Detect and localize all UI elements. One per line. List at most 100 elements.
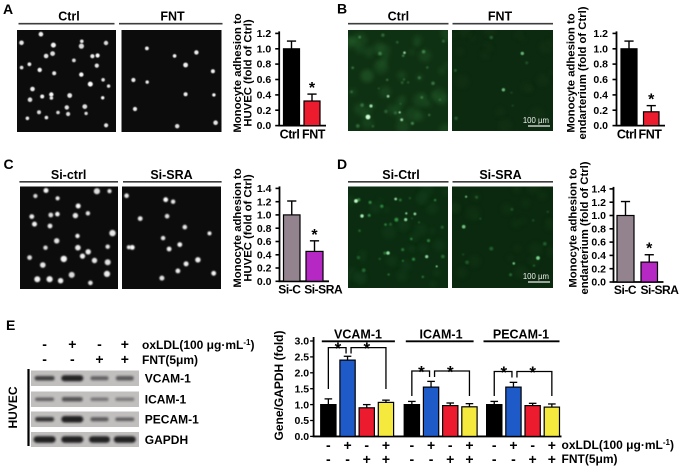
svg-text:E: E [6, 317, 15, 333]
svg-text:-: - [530, 437, 535, 453]
svg-text:+: + [509, 437, 517, 453]
svg-text:0.0: 0.0 [591, 277, 606, 289]
svg-text:FNT: FNT [302, 128, 326, 142]
svg-text:*: * [311, 227, 318, 244]
svg-text:+: + [95, 351, 103, 367]
svg-text:-: - [326, 451, 331, 467]
svg-text:100 µm: 100 µm [523, 116, 549, 125]
svg-text:1.2: 1.2 [257, 28, 272, 40]
svg-text:C: C [4, 156, 14, 172]
svg-text:0.0: 0.0 [294, 431, 309, 443]
svg-text:oxLDL(100 μg·mL-1): oxLDL(100 μg·mL-1) [562, 438, 674, 452]
svg-text:1.5: 1.5 [294, 383, 309, 395]
svg-text:Si-SRA: Si-SRA [304, 283, 343, 297]
svg-text:VCAM-1: VCAM-1 [145, 372, 191, 386]
svg-text:Si-Ctrl: Si-Ctrl [382, 168, 420, 182]
svg-text:-: - [448, 437, 453, 453]
svg-text:Monocyte adhesion to: Monocyte adhesion to [568, 168, 580, 287]
svg-text:VCAM-1: VCAM-1 [334, 327, 382, 341]
svg-text:FNT(5μm): FNT(5μm) [562, 452, 618, 466]
svg-text:1.0: 1.0 [294, 399, 309, 411]
svg-text:+: + [382, 437, 390, 453]
svg-text:Ctrl: Ctrl [58, 10, 80, 24]
svg-text:HUVEC: HUVEC [6, 386, 20, 428]
svg-text:-: - [97, 336, 102, 352]
svg-text:Ctrl: Ctrl [388, 10, 410, 24]
svg-text:FNT: FNT [488, 10, 513, 24]
svg-text:A: A [3, 1, 13, 17]
svg-text:+: + [465, 437, 473, 453]
svg-text:Si-SRA: Si-SRA [479, 168, 521, 182]
svg-text:-: - [364, 437, 369, 453]
svg-text:+: + [382, 451, 390, 467]
svg-text:FNT: FNT [639, 128, 663, 142]
svg-text:Si-ctrl: Si-ctrl [51, 168, 86, 182]
svg-text:+: + [343, 437, 351, 453]
svg-text:0.6: 0.6 [257, 74, 272, 86]
svg-text:0.2: 0.2 [257, 263, 272, 275]
svg-text:Ctrl: Ctrl [617, 128, 637, 142]
svg-text:ICAM-1: ICAM-1 [419, 327, 462, 341]
svg-text:0.2: 0.2 [591, 263, 606, 275]
svg-text:-: - [492, 437, 497, 453]
svg-text:0.4: 0.4 [593, 89, 608, 101]
svg-text:PECAM-1: PECAM-1 [145, 413, 199, 427]
svg-text:-: - [42, 351, 47, 367]
svg-text:-: - [70, 351, 75, 367]
svg-text:*: * [418, 363, 425, 382]
svg-text:FNT: FNT [160, 10, 185, 24]
svg-text:1.2: 1.2 [257, 196, 272, 208]
svg-text:1.0: 1.0 [257, 43, 272, 55]
svg-text:HUVEC (fold of Ctrl): HUVEC (fold of Ctrl) [243, 19, 255, 127]
svg-text:*: * [335, 339, 342, 358]
svg-text:Ctrl: Ctrl [280, 128, 300, 142]
svg-text:*: * [529, 363, 536, 382]
svg-text:D: D [337, 156, 347, 172]
svg-text:1.0: 1.0 [257, 210, 272, 222]
svg-text:-: - [429, 451, 434, 467]
svg-text:0.6: 0.6 [591, 237, 606, 249]
svg-text:1.4: 1.4 [591, 184, 606, 196]
svg-text:*: * [447, 363, 454, 382]
svg-text:-: - [345, 451, 350, 467]
svg-text:+: + [121, 336, 129, 352]
svg-text:Si-C: Si-C [614, 283, 637, 297]
svg-text:0.4: 0.4 [591, 250, 606, 262]
svg-text:*: * [363, 339, 370, 358]
svg-text:PECAM-1: PECAM-1 [493, 327, 549, 341]
svg-text:0.4: 0.4 [257, 89, 272, 101]
svg-text:100 µm: 100 µm [523, 272, 549, 281]
svg-text:-: - [492, 451, 497, 467]
svg-text:+: + [548, 451, 556, 467]
svg-text:2.5: 2.5 [294, 352, 309, 364]
svg-text:+: + [529, 451, 537, 467]
svg-text:Si-SRA: Si-SRA [641, 283, 680, 297]
svg-text:0.0: 0.0 [257, 276, 272, 288]
svg-text:endarterium (fold of Ctrl): endarterium (fold of Ctrl) [577, 6, 589, 139]
svg-text:*: * [501, 363, 508, 382]
svg-text:-: - [42, 336, 47, 352]
svg-text:+: + [548, 437, 556, 453]
svg-text:0.4: 0.4 [257, 249, 272, 261]
svg-text:HUVEC (fold of Ctrl): HUVEC (fold of Ctrl) [243, 174, 255, 282]
svg-text:endarterium (fold of Ctrl): endarterium (fold of Ctrl) [579, 161, 591, 294]
svg-text:ICAM-1: ICAM-1 [145, 393, 187, 407]
svg-text:Si-SRA: Si-SRA [150, 168, 192, 182]
svg-text:Si-C: Si-C [278, 283, 301, 297]
svg-text:+: + [427, 437, 435, 453]
svg-text:3.0: 3.0 [294, 336, 309, 348]
svg-text:+: + [465, 451, 473, 467]
svg-text:*: * [309, 80, 316, 97]
svg-text:0.6: 0.6 [257, 236, 272, 248]
svg-text:+: + [68, 336, 76, 352]
svg-text:1.2: 1.2 [593, 28, 608, 40]
svg-text:B: B [337, 1, 347, 17]
svg-text:1.0: 1.0 [591, 210, 606, 222]
svg-text:1.0: 1.0 [593, 43, 608, 55]
svg-text:-: - [511, 451, 516, 467]
svg-text:0.5: 0.5 [294, 415, 309, 427]
svg-text:0.2: 0.2 [593, 105, 608, 117]
svg-text:-: - [410, 451, 415, 467]
svg-text:0.2: 0.2 [257, 105, 272, 117]
svg-text:+: + [121, 351, 129, 367]
